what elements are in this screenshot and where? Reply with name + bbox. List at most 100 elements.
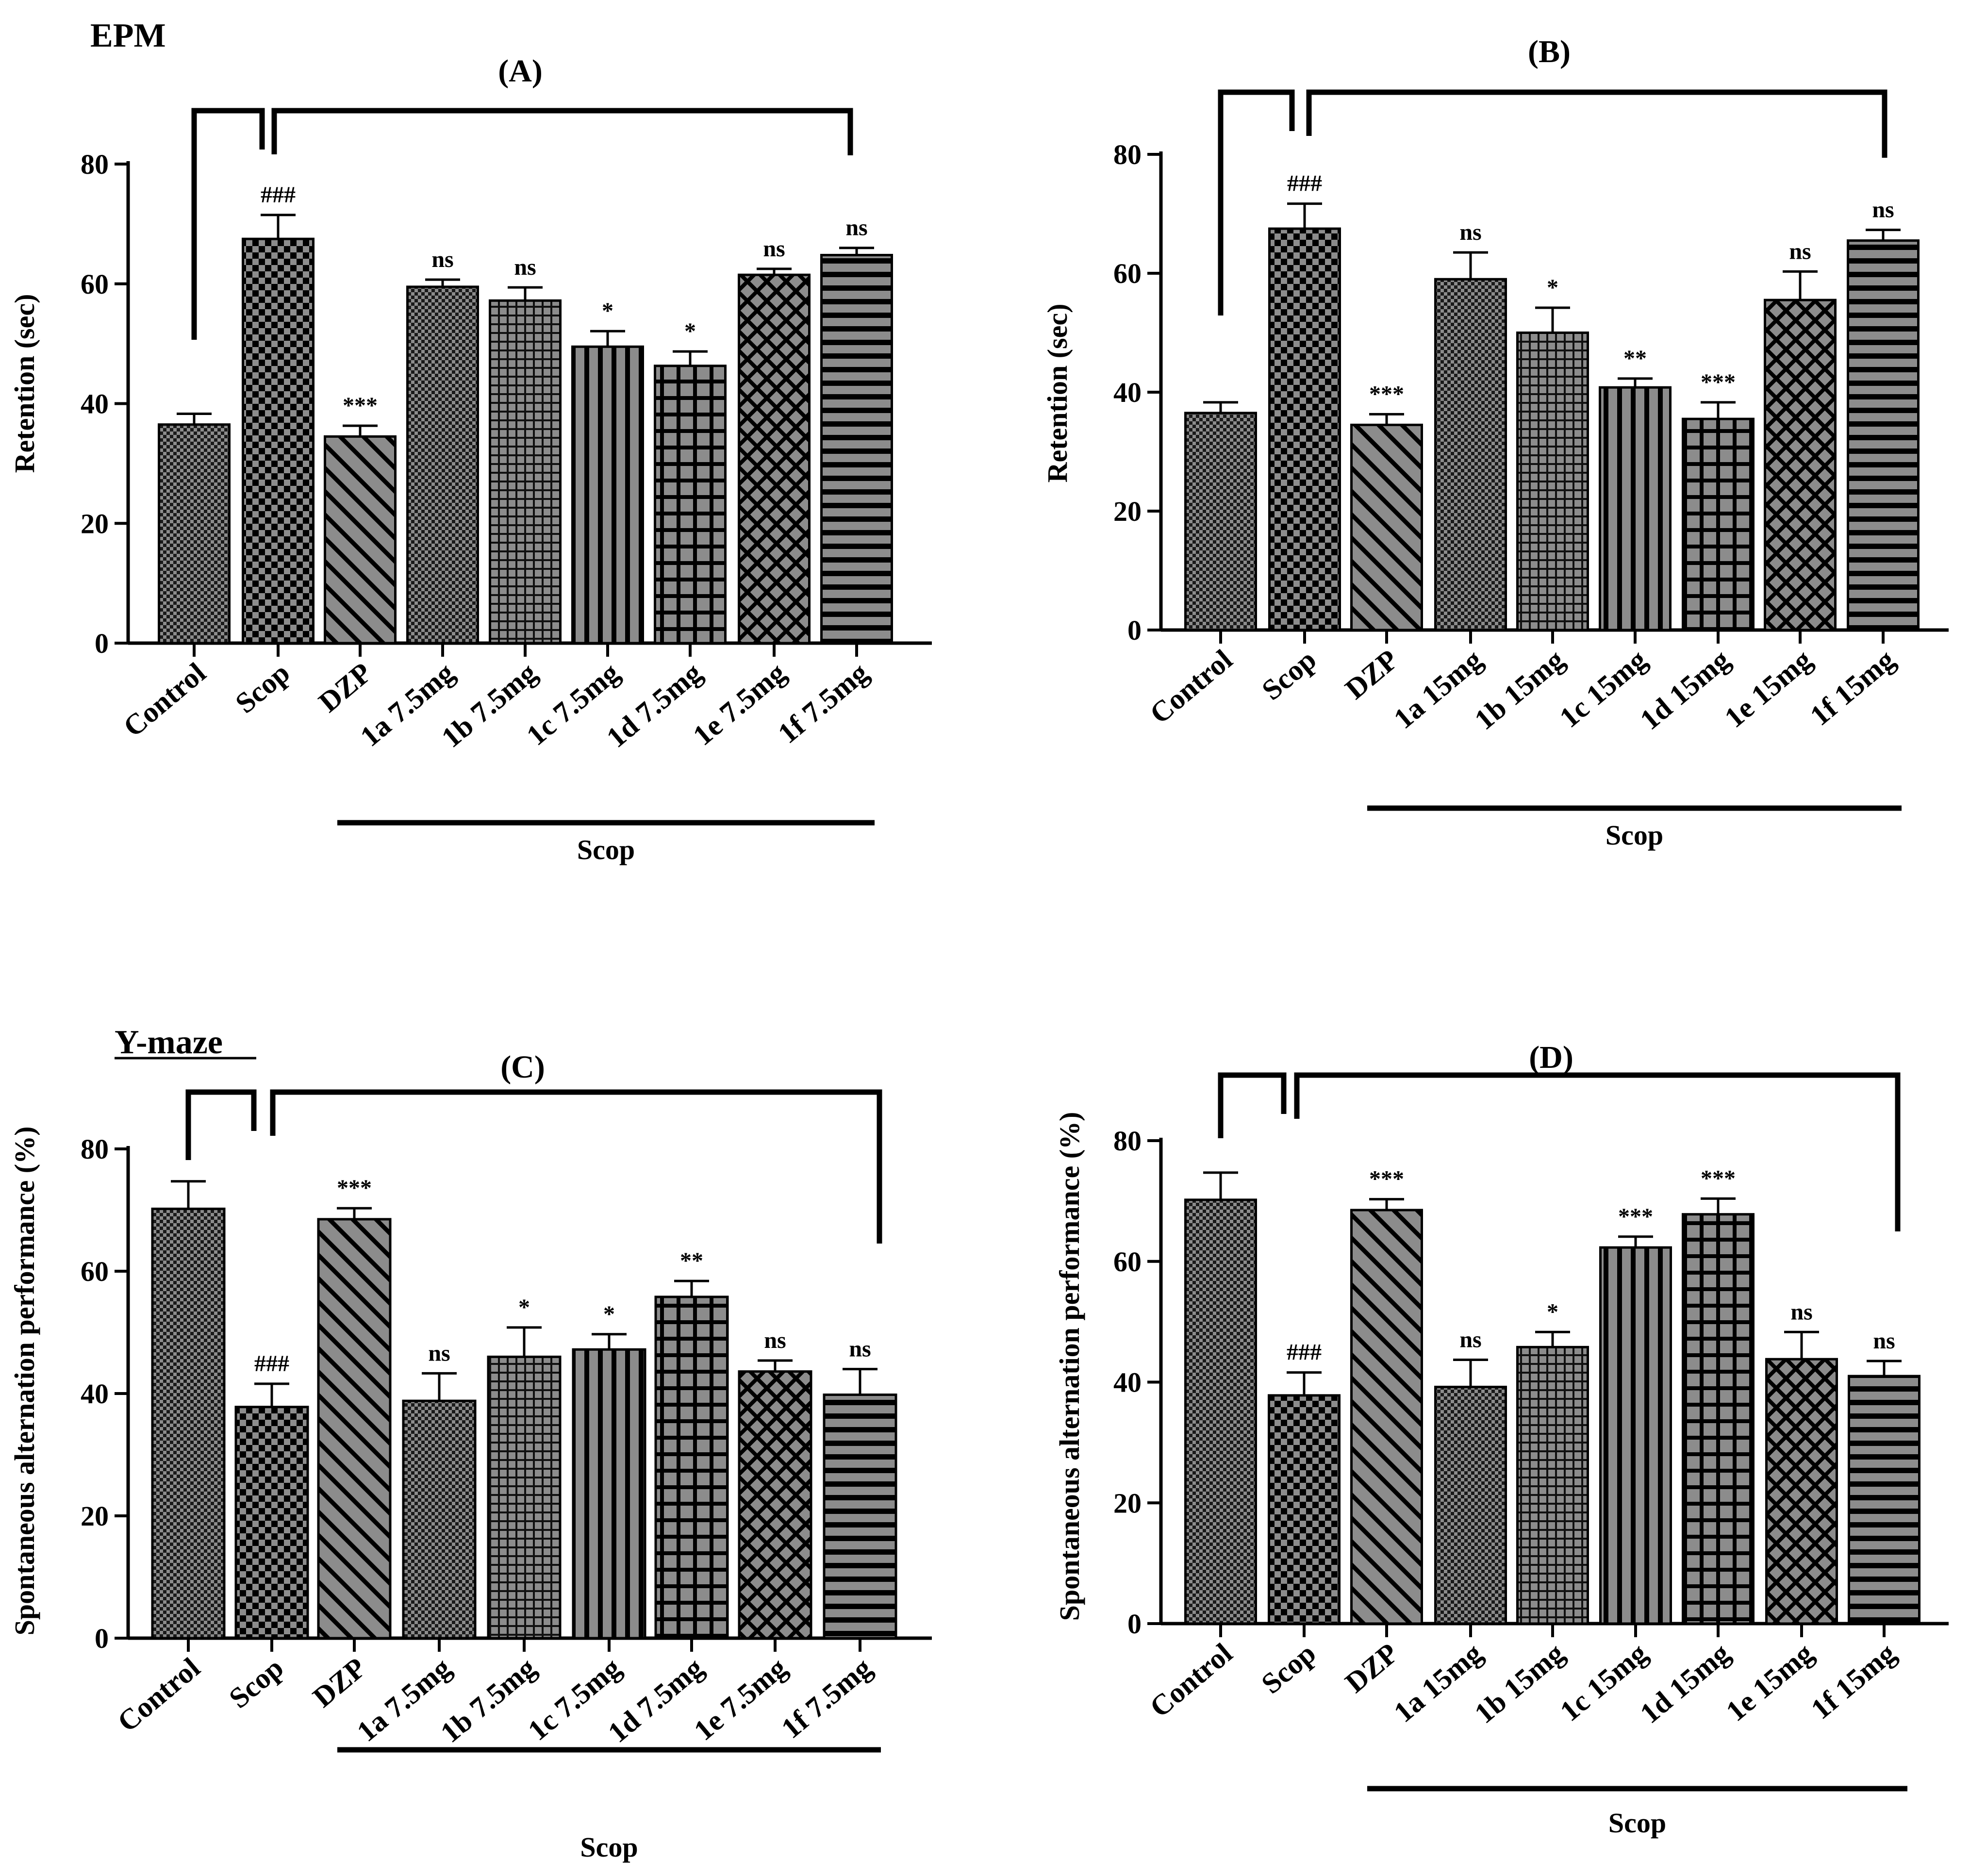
category-label: 1f 15mg (1805, 1637, 1902, 1725)
y-tick-label: 60 (1113, 258, 1142, 289)
category-label: 1b 15mg (1469, 643, 1571, 736)
y-tick-label: 20 (1113, 496, 1142, 527)
y-tick-label: 80 (1113, 1125, 1142, 1157)
comparison-bracket-control-scop (1218, 1072, 1287, 1138)
category-label: Scop (1256, 643, 1322, 706)
category-label: Scop (229, 656, 296, 719)
section-title-ymaze: Y-maze (115, 1024, 223, 1061)
comparison-bracket-control-scop (1218, 89, 1295, 315)
category-label: Control (1144, 1637, 1239, 1723)
group-label: Scop (1608, 1807, 1666, 1839)
significance-label: *** (1618, 1204, 1653, 1229)
y-tick-label: 0 (95, 1623, 109, 1654)
bar (1682, 417, 1755, 631)
bar (1268, 227, 1341, 631)
bar (1682, 1213, 1755, 1625)
category-label: Scop (1255, 1637, 1322, 1700)
category-label: Control (1144, 643, 1239, 730)
bar (1350, 423, 1423, 631)
bar (1764, 299, 1837, 631)
y-tick-label: 20 (1113, 1487, 1142, 1519)
panel-title: (A) (498, 53, 543, 89)
significance-label: *** (1701, 1165, 1736, 1191)
significance-label: ns (845, 215, 867, 241)
significance-label: ### (1287, 171, 1322, 197)
significance-label: * (602, 298, 613, 324)
bar (1599, 1246, 1672, 1625)
significance-label: *** (343, 393, 378, 418)
y-tick-label: 20 (81, 508, 109, 539)
significance-label: ** (1623, 346, 1647, 371)
category-label: 1e 7.5mg (687, 656, 792, 751)
y-tick-label: 60 (1113, 1246, 1142, 1278)
significance-label: ns (431, 247, 453, 272)
y-axis-label: Retention (sec) (1042, 304, 1073, 483)
category-label: 1a 7.5mg (351, 1651, 457, 1747)
y-tick-label: 60 (81, 1256, 109, 1287)
significance-label: ns (1789, 238, 1811, 264)
y-tick-label: 40 (81, 388, 109, 420)
comparison-bracket-control-scop (185, 1089, 257, 1160)
category-label: Control (112, 1651, 206, 1738)
y-tick-label: 40 (81, 1378, 109, 1410)
y-axis-label: Retention (sec) (9, 294, 40, 473)
bar (1847, 239, 1920, 631)
bar (1599, 386, 1672, 631)
bar (317, 1218, 392, 1640)
comparison-bracket-scop-treatments (1294, 1072, 1901, 1231)
category-label: 1d 15mg (1634, 643, 1736, 736)
y-tick-label: 20 (81, 1500, 109, 1532)
bar (402, 1399, 477, 1640)
significance-label: ns (1790, 1299, 1812, 1325)
category-label: 1f 7.5mg (775, 1651, 877, 1744)
category-label: 1b 7.5mg (434, 1651, 542, 1749)
category-label: 1f 7.5mg (772, 656, 874, 749)
comparison-bracket-control-scop (191, 108, 265, 340)
significance-label: ns (849, 1336, 871, 1362)
y-tick-label: 80 (1113, 139, 1142, 170)
group-label: Scop (1606, 819, 1663, 851)
bar (823, 1394, 897, 1640)
group-label: Scop (577, 834, 635, 865)
significance-label: * (1547, 275, 1558, 300)
bar (406, 285, 479, 645)
bar (1765, 1358, 1838, 1625)
category-label: Scop (223, 1651, 289, 1714)
category-label: 1e 15mg (1720, 1637, 1820, 1727)
significance-label: ns (514, 254, 536, 280)
category-label: 1c 15mg (1554, 643, 1653, 734)
comparison-bracket-scop-treatments (1306, 89, 1887, 158)
panel-c: (C) Spontaneous alternation performance (… (9, 1049, 932, 1863)
significance-label: ns (1459, 219, 1481, 245)
bar (1350, 1209, 1423, 1625)
section-title-epm: EPM (90, 17, 166, 54)
bar (738, 273, 811, 645)
bar (487, 1355, 562, 1640)
panel-title: (D) (1529, 1040, 1573, 1075)
significance-label: ns (1872, 197, 1894, 223)
bar (151, 1207, 226, 1640)
y-tick-label: 60 (81, 268, 109, 300)
y-tick-label: 0 (1127, 1608, 1142, 1640)
bar (158, 423, 231, 645)
bar (1434, 278, 1507, 631)
bar (572, 1348, 646, 1640)
significance-label: *** (1369, 1166, 1404, 1192)
significance-label: ### (1287, 1340, 1322, 1365)
bar (1434, 1385, 1507, 1625)
significance-label: ** (680, 1248, 703, 1274)
bar (654, 365, 727, 645)
category-label: 1f 15mg (1804, 643, 1901, 731)
category-label: 1a 15mg (1388, 643, 1488, 735)
panel-title: (B) (1528, 34, 1571, 69)
panel-a: (A) Retention (sec) 0 20 40 60 80 Control Scop ##… (9, 53, 932, 865)
significance-label: ### (261, 182, 296, 208)
bar (489, 299, 562, 645)
significance-label: * (1547, 1299, 1558, 1325)
category-label: DZP (307, 1651, 372, 1713)
bar (324, 435, 397, 645)
panel-title: (C) (500, 1049, 545, 1085)
panel-d: (D) Spontaneous alternation performance (… (1054, 1040, 1949, 1839)
y-tick-label: 40 (1113, 1367, 1142, 1398)
category-label: 1d 15mg (1634, 1637, 1736, 1729)
